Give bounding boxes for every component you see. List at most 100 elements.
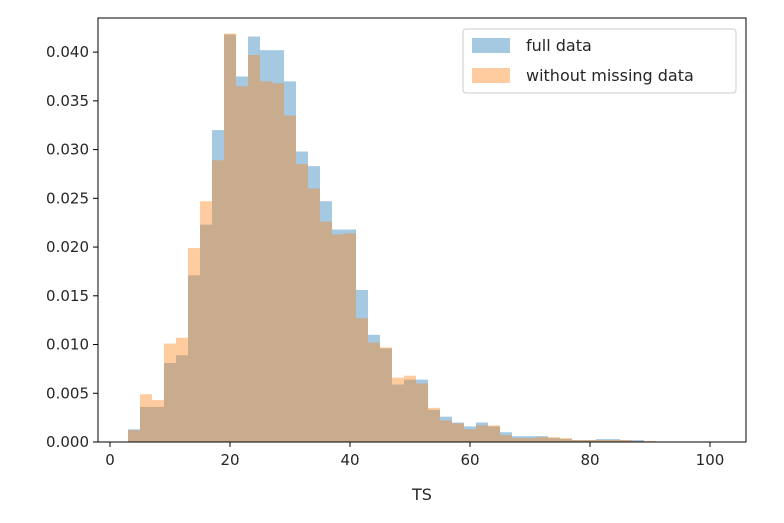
histogram-bar	[596, 440, 608, 442]
histogram-bar	[152, 400, 164, 442]
histogram-bar	[464, 429, 476, 442]
histogram-bar	[584, 440, 596, 442]
histogram-bar	[488, 426, 500, 442]
histogram-bar	[296, 151, 308, 442]
histogram-bar	[632, 440, 644, 442]
histogram-bar	[176, 355, 188, 442]
histogram-bar	[212, 130, 224, 442]
histogram-bar	[404, 379, 416, 442]
histogram-bar	[476, 422, 488, 442]
histogram-bar	[344, 229, 356, 442]
x-tick-label: 100	[696, 451, 725, 469]
y-tick-label: 0.025	[46, 189, 89, 207]
legend-label-without-missing-data: without missing data	[526, 66, 694, 85]
histogram-bar	[236, 76, 248, 442]
x-tick-label: 80	[580, 451, 599, 469]
histogram-bar	[272, 83, 284, 442]
histogram-bar	[548, 437, 560, 442]
histogram-bar	[512, 438, 524, 442]
histogram-bar	[500, 435, 512, 442]
histogram-bar	[212, 160, 224, 442]
histogram-bar	[308, 188, 320, 442]
histogram-bar	[368, 334, 380, 442]
x-tick-label: 60	[460, 451, 479, 469]
histogram-bar	[440, 420, 452, 442]
histogram-bar	[248, 55, 260, 442]
histogram-bar	[260, 50, 272, 442]
histogram-bar	[320, 201, 332, 442]
histogram-bar	[176, 337, 188, 442]
histogram-bar	[620, 440, 632, 442]
histogram-bar	[560, 438, 572, 442]
axes-layer: 0 20 40 60 80 100 0.000 0.005 0.010 0.015 0.020 0.0…	[46, 43, 724, 469]
histogram-bar	[476, 425, 488, 442]
y-tick-label: 0.005	[46, 384, 89, 402]
histogram-bar	[188, 275, 200, 442]
histogram-bar	[164, 343, 176, 442]
histogram-bar	[488, 425, 500, 442]
histogram-bar	[560, 439, 572, 442]
bars-layer	[128, 33, 656, 443]
histogram-bar	[584, 440, 596, 442]
histogram-bar	[236, 86, 248, 442]
histogram-bar	[620, 440, 632, 442]
histogram-bar	[512, 436, 524, 442]
y-tick-label: 0.010	[46, 336, 89, 354]
y-tick-label: 0.000	[46, 433, 89, 451]
plot-frame	[97, 17, 747, 443]
histogram-bar	[392, 377, 404, 442]
histogram-bar	[392, 384, 404, 442]
histogram-bar	[368, 342, 380, 442]
histogram-bar	[188, 248, 200, 442]
histogram-bar	[344, 233, 356, 442]
y-tick-label: 0.020	[46, 238, 89, 256]
legend-label-full-data: full data	[526, 36, 592, 55]
histogram-bar	[524, 438, 536, 442]
histogram-bar	[224, 33, 236, 443]
histogram-bar	[596, 439, 608, 442]
legend-swatch-without-missing-data	[472, 68, 510, 83]
histogram-bar	[308, 166, 320, 443]
y-tick-label: 0.030	[46, 141, 89, 159]
histogram-bar	[380, 347, 392, 442]
histogram-bar	[332, 234, 344, 442]
histogram-bar	[464, 426, 476, 442]
legend-frame	[462, 28, 737, 94]
y-tick-label: 0.015	[46, 287, 89, 305]
histogram-bar	[356, 318, 368, 442]
histogram-bar	[320, 221, 332, 442]
histogram-bar	[260, 81, 272, 442]
histogram-bar	[128, 429, 140, 442]
y-tick-label: 0.040	[46, 43, 89, 61]
histogram-bar	[608, 440, 620, 442]
series-0	[128, 34, 644, 443]
histogram-bar	[428, 407, 440, 442]
x-tick-label: 20	[220, 451, 239, 469]
histogram-bar	[200, 201, 212, 442]
histogram-bar	[428, 409, 440, 442]
histogram-bar	[284, 115, 296, 443]
x-axis-label: TS	[411, 485, 432, 504]
histogram-bar	[536, 436, 548, 442]
y-tick-label: 0.035	[46, 92, 89, 110]
x-tick-label: 40	[340, 451, 359, 469]
histogram-bar	[608, 439, 620, 442]
legend: full data without missing data	[462, 28, 737, 94]
histogram-bar	[404, 375, 416, 442]
histogram-bar	[536, 437, 548, 442]
histogram-bar	[524, 436, 536, 442]
histogram-bar	[224, 34, 236, 442]
histogram-bar	[500, 432, 512, 442]
histogram-bar	[128, 430, 140, 442]
histogram-bar	[152, 406, 164, 442]
histogram-bar	[416, 383, 428, 442]
histogram-bar	[548, 438, 560, 442]
histogram-bar	[164, 363, 176, 442]
histogram-bar	[572, 440, 584, 442]
histogram-bar	[332, 229, 344, 442]
histogram-bar	[200, 224, 212, 442]
histogram-bar	[248, 36, 260, 443]
histogram-bar	[452, 423, 464, 442]
